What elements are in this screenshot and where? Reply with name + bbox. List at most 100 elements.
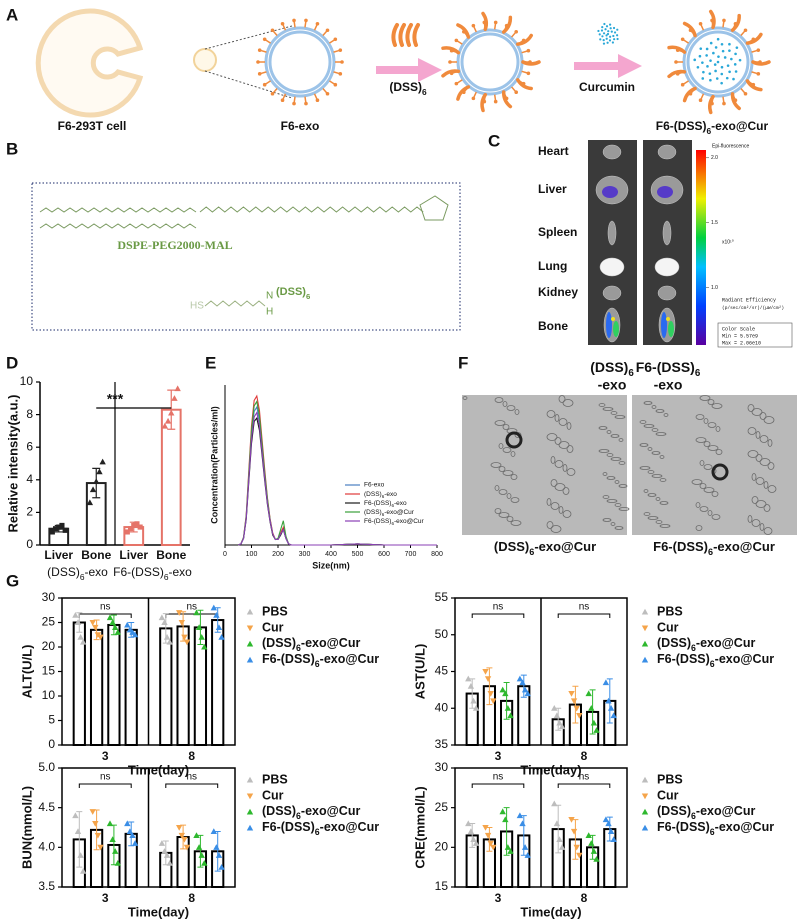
drawing: [643, 401, 653, 405]
y-tick-label: 5: [48, 713, 55, 727]
error-bar: [162, 613, 169, 644]
drawing: [558, 441, 570, 449]
data-point: [99, 458, 106, 465]
drawing: [722, 21, 725, 28]
bar: [124, 628, 138, 746]
drawing: [713, 63, 717, 66]
significance-label: ns: [579, 602, 590, 613]
data-point: [168, 409, 175, 416]
y-tick-label: 5.0: [38, 760, 55, 774]
drawing: [733, 63, 737, 66]
drawing: [473, 91, 477, 98]
drawing: [759, 412, 767, 420]
data-point: [96, 468, 103, 475]
data-point: [163, 634, 171, 640]
drawing: [651, 428, 659, 432]
drawing: [751, 60, 771, 66]
drawing: [609, 23, 612, 26]
colorbar-exponent: x10¹⁰: [722, 239, 734, 245]
drawing: [391, 23, 399, 47]
data-point: [161, 422, 169, 429]
drawing: [618, 484, 628, 488]
drawing: [598, 33, 601, 36]
drawing: [322, 30, 328, 37]
atom-label: HS: [190, 301, 204, 312]
drawing: [606, 476, 616, 480]
y-tick-label: 0: [26, 537, 33, 551]
drawing: [292, 101, 296, 106]
legend-label: (DSS)6-exo: [364, 491, 397, 499]
legend-label: Cur: [262, 620, 284, 634]
y-axis-label: CRE(mmol/L): [412, 786, 427, 868]
legend-marker: [641, 776, 649, 783]
drawing: [516, 78, 533, 91]
drawing: [728, 49, 731, 52]
drawing: [705, 54, 708, 57]
drawing: [558, 395, 566, 403]
drawing: [747, 404, 755, 412]
drawing: [498, 489, 508, 495]
data-point: [470, 836, 477, 842]
drawing: [618, 438, 624, 442]
drawing: [720, 65, 724, 69]
data-point: [198, 852, 205, 858]
legend-marker: [246, 824, 254, 831]
drawing: [616, 37, 619, 41]
legend-label: Cur: [262, 788, 284, 802]
drawing: [315, 98, 320, 103]
drawing: [743, 28, 748, 33]
drawing: [612, 26, 616, 30]
drawing: [639, 420, 647, 424]
drawing: [521, 50, 528, 54]
drawing: [558, 418, 568, 426]
peptide-label: (DSS)6: [276, 286, 310, 301]
drawing: [602, 495, 610, 499]
data-point: [521, 844, 529, 850]
drawing: [706, 65, 709, 68]
drawing: [521, 60, 541, 66]
data-point: [195, 844, 203, 850]
lipid-name: DSPE-PEG2000-MAL: [117, 238, 232, 252]
x-tick-label: Bone: [156, 548, 186, 562]
legend-label: (DSS)6-exo@Cur: [364, 509, 415, 517]
drawing: [601, 26, 604, 29]
error-bar: [197, 609, 204, 646]
data-point: [610, 836, 617, 842]
data-point: [161, 848, 168, 854]
data-point: [218, 863, 225, 870]
data-point: [465, 675, 472, 682]
data-point: [126, 828, 134, 835]
data-point: [499, 686, 506, 693]
data-point: [124, 820, 131, 827]
drawing: [643, 489, 649, 493]
data-point: [610, 712, 617, 719]
drawing: [554, 483, 566, 491]
drawing: [759, 435, 769, 443]
data-point: [484, 832, 492, 839]
drawing: [566, 445, 574, 453]
drawing: [759, 523, 765, 531]
drawing: [456, 40, 463, 45]
legend-label: PBS: [262, 604, 288, 618]
drawing: [703, 441, 711, 447]
organ-label: Spleen: [538, 225, 577, 239]
data-point: [89, 486, 97, 493]
drawing: [494, 397, 504, 403]
organ-label: Lung: [538, 259, 567, 273]
data-point: [92, 624, 99, 631]
bar: [159, 627, 173, 747]
x-tick-label: 8: [188, 891, 195, 905]
drawing: [711, 463, 729, 481]
drawing: [751, 519, 761, 527]
drawing: [728, 70, 731, 74]
x-tick-label: 800: [431, 551, 443, 558]
data-point: [553, 712, 561, 719]
data-point: [93, 478, 100, 484]
data-point: [109, 836, 116, 842]
drawing: [506, 516, 514, 522]
y-tick-label: 15: [435, 879, 449, 893]
drawing: [691, 479, 703, 485]
drawing: [711, 491, 719, 497]
drawing: [494, 508, 502, 514]
y-axis-label: AST(U/L): [412, 644, 427, 700]
